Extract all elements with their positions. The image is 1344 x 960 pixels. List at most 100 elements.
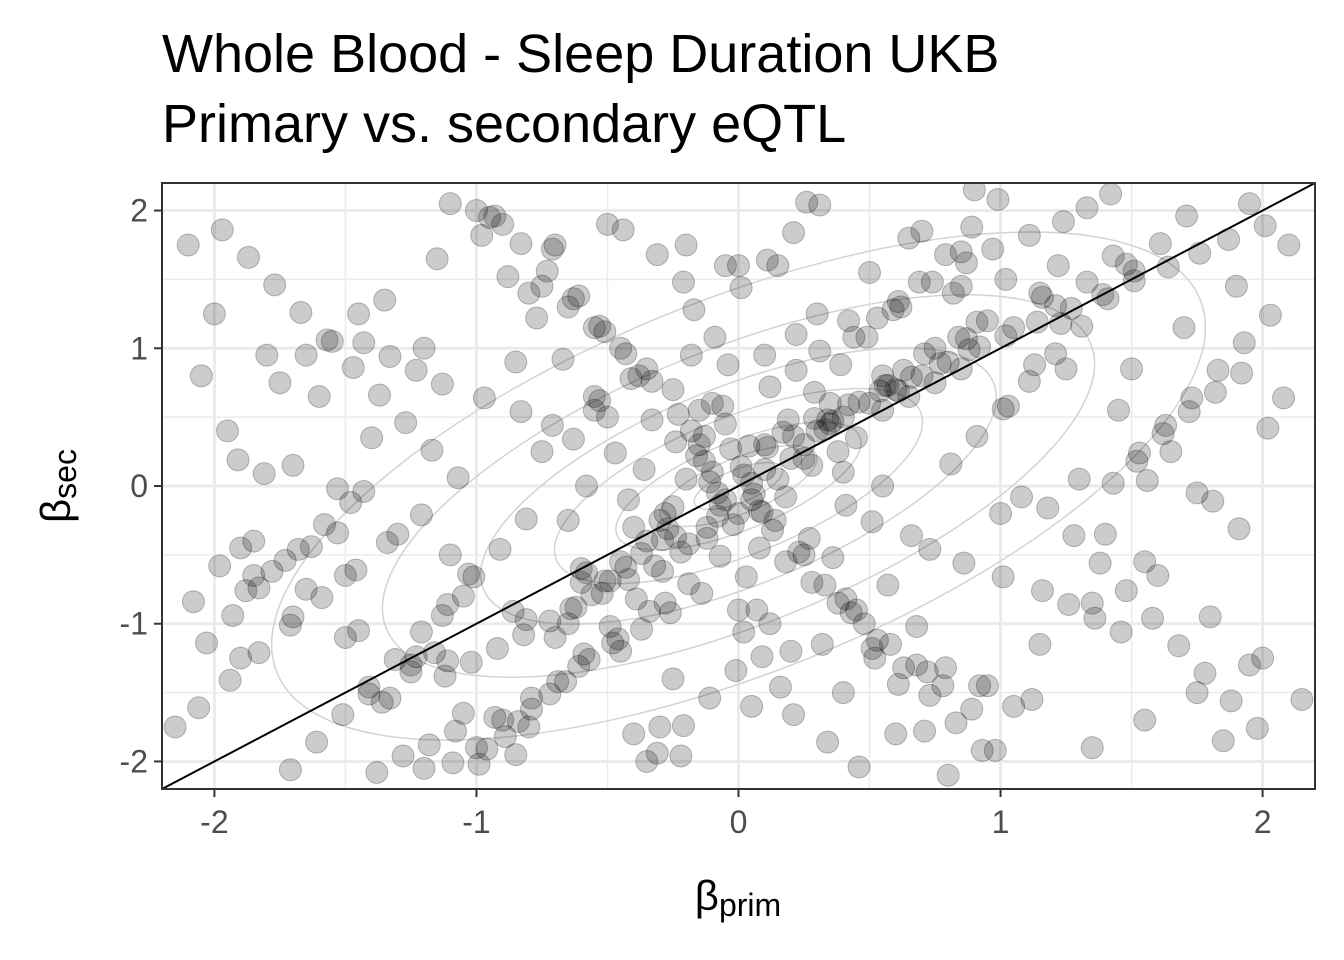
data-point [1251, 646, 1275, 670]
data-point [732, 620, 756, 644]
x-axis-label-subscript: prim [719, 887, 781, 923]
data-point [512, 623, 536, 647]
data-point [543, 233, 567, 257]
data-point [729, 455, 753, 479]
data-point [755, 248, 779, 272]
data-point [430, 603, 454, 627]
data-point [216, 419, 240, 443]
data-point [664, 525, 688, 549]
data-point [1002, 316, 1026, 340]
data-point [202, 302, 226, 326]
data-point [965, 310, 989, 334]
data-point [747, 536, 771, 560]
data-point [1167, 634, 1191, 658]
data-point [808, 193, 832, 217]
data-point [1070, 314, 1094, 338]
data-point [1151, 422, 1175, 446]
data-point [470, 223, 494, 247]
data-point [1054, 357, 1078, 381]
data-point [436, 592, 460, 616]
data-point [965, 424, 989, 448]
data-point [430, 372, 454, 396]
data-point [918, 537, 942, 561]
data-point [1188, 241, 1212, 265]
y-tick-label: 0 [130, 468, 148, 504]
data-point [229, 536, 253, 560]
data-point [991, 397, 1015, 421]
data-point [491, 708, 515, 732]
data-point [630, 541, 654, 565]
data-point [1002, 694, 1026, 718]
data-point [609, 550, 633, 574]
data-point [1088, 551, 1112, 575]
data-point [884, 378, 908, 402]
data-point [475, 737, 499, 761]
data-point [782, 221, 806, 245]
data-point [1101, 244, 1125, 268]
data-point [745, 598, 769, 622]
data-point [546, 670, 570, 694]
data-point [886, 289, 910, 313]
data-point [575, 474, 599, 498]
data-point [839, 601, 863, 625]
data-point [905, 653, 929, 677]
data-point [1172, 316, 1196, 340]
data-point [357, 682, 381, 706]
data-point [842, 325, 866, 349]
data-point [630, 617, 654, 641]
data-point [483, 204, 507, 228]
data-point [975, 674, 999, 698]
data-point [695, 526, 719, 550]
data-point [360, 426, 384, 450]
data-point [813, 573, 837, 597]
data-point [949, 274, 973, 298]
data-point [404, 358, 428, 382]
data-point [671, 270, 695, 294]
data-point [742, 482, 766, 506]
data-point [181, 590, 205, 614]
data-point [750, 645, 774, 669]
data-point [1219, 689, 1243, 713]
data-point [333, 564, 357, 588]
data-point [559, 597, 583, 621]
data-point [674, 467, 698, 491]
data-point [554, 670, 578, 694]
data-point [934, 243, 958, 267]
data-point [821, 546, 845, 570]
data-point [339, 491, 363, 515]
data-point [496, 265, 520, 289]
data-point [826, 591, 850, 615]
data-point [609, 639, 633, 663]
data-point [865, 306, 889, 330]
data-point [831, 460, 855, 484]
data-point [954, 327, 978, 351]
data-point [713, 412, 737, 436]
data-point [1046, 254, 1070, 278]
data-point [865, 628, 889, 652]
data-point [1114, 579, 1138, 603]
data-point [703, 325, 727, 349]
data-point [844, 426, 868, 450]
data-point [716, 353, 740, 377]
data-point [326, 521, 350, 545]
x-tick-label: 1 [992, 804, 1010, 840]
data-point [669, 744, 693, 768]
data-point [1230, 361, 1254, 385]
x-tick-label: -1 [462, 804, 490, 840]
data-point [229, 646, 253, 670]
y-tick-label: -1 [120, 606, 148, 642]
data-point [643, 554, 667, 578]
data-point [195, 631, 219, 655]
data-point [755, 435, 779, 459]
data-point [1125, 449, 1149, 473]
data-point [661, 378, 685, 402]
data-point [810, 632, 834, 656]
data-point [278, 613, 302, 637]
data-point [729, 276, 753, 300]
data-point [829, 353, 853, 377]
data-point [236, 245, 260, 269]
data-point [816, 408, 840, 432]
data-point [561, 427, 585, 451]
data-point [598, 614, 622, 638]
